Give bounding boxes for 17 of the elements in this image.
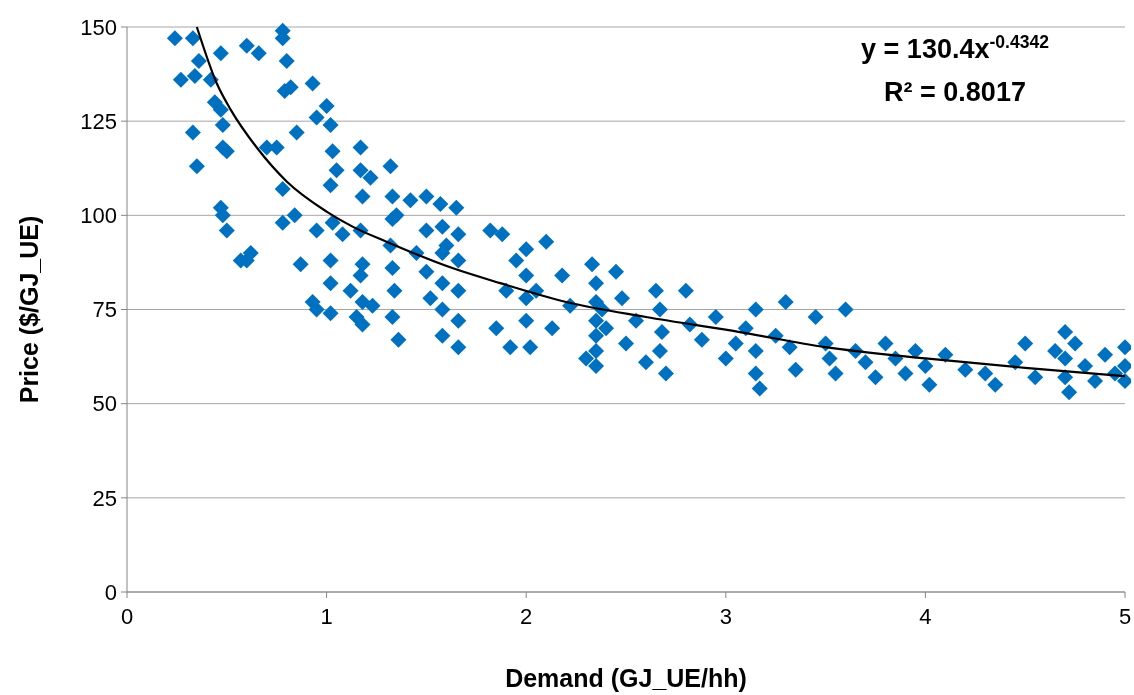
y-tick-label: 150 — [80, 14, 117, 40]
annotation: y = 130.4x$^{-0.4342}$ — [861, 32, 1050, 64]
annotation: R² = 0.8017 — [884, 77, 1026, 107]
y-tick-label: 0 — [104, 579, 117, 605]
x-axis-title: Demand (GJ_UE/hh) — [505, 664, 747, 692]
y-tick-label: 125 — [80, 108, 117, 134]
x-tick-label: 0 — [120, 604, 134, 629]
y-tick-label: 75 — [92, 297, 117, 323]
y-axis-title: Price ($/GJ_UE) — [15, 215, 43, 404]
x-tick-label: 1 — [320, 604, 333, 629]
x-tick-label: 4 — [919, 604, 932, 629]
y-tick-label: 50 — [92, 391, 117, 417]
y-tick-label: 100 — [80, 203, 117, 229]
x-tick-label: 2 — [520, 604, 533, 629]
y-tick-label: 25 — [92, 485, 117, 511]
x-tick-label: 5 — [1118, 604, 1132, 629]
x-tick-label: 3 — [719, 604, 732, 629]
